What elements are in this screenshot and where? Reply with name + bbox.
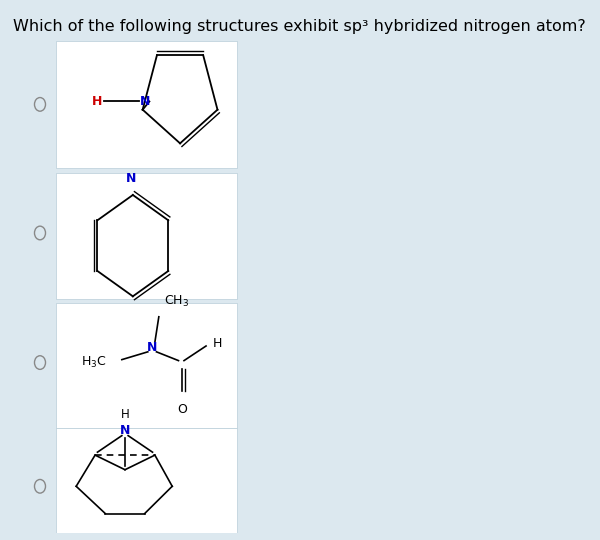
FancyBboxPatch shape: [56, 41, 237, 168]
Text: Which of the following structures exhibit sp³ hybridized nitrogen atom?: Which of the following structures exhibi…: [13, 19, 586, 33]
Text: H: H: [212, 336, 222, 349]
Text: N: N: [139, 95, 150, 108]
Text: H$_3$C: H$_3$C: [80, 355, 106, 370]
Text: H: H: [121, 408, 130, 421]
Text: O: O: [178, 402, 187, 415]
Text: N: N: [148, 341, 158, 354]
Text: CH$_3$: CH$_3$: [164, 294, 190, 309]
FancyBboxPatch shape: [56, 428, 237, 540]
FancyBboxPatch shape: [56, 303, 237, 428]
FancyBboxPatch shape: [56, 173, 237, 299]
Text: N: N: [120, 424, 130, 437]
Text: H: H: [92, 95, 103, 108]
Text: N: N: [126, 172, 136, 185]
